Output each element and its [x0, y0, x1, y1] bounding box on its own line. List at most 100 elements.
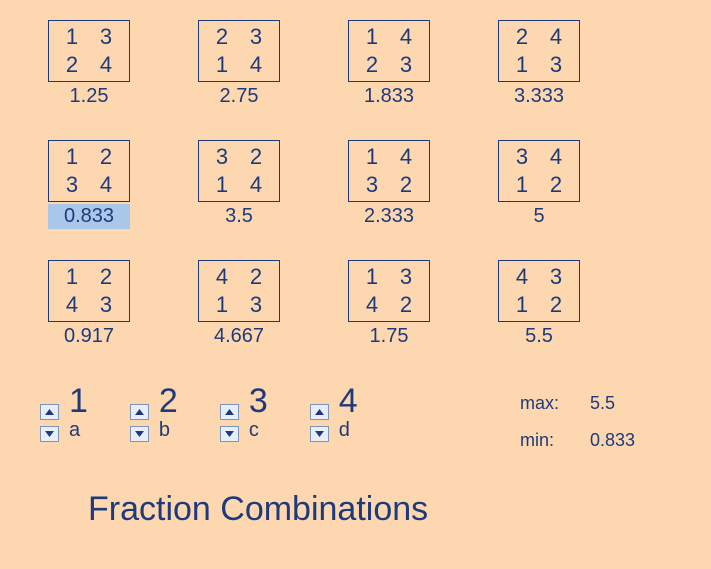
- control-label: d: [339, 419, 350, 442]
- control-value: 3: [249, 385, 268, 417]
- fraction-box: 1234: [48, 140, 130, 202]
- box-digit: 2: [100, 144, 112, 170]
- input-control: 2b: [130, 385, 178, 442]
- box-digit: 3: [100, 292, 112, 318]
- box-digit: 2: [550, 292, 562, 318]
- box-digit: 1: [366, 24, 378, 50]
- box-digit: 3: [400, 52, 412, 78]
- spinner-up-button[interactable]: [40, 404, 59, 420]
- box-digit: 1: [516, 172, 528, 198]
- fraction-box: 1423: [348, 20, 430, 82]
- input-control: 4d: [310, 385, 358, 442]
- spinner: [220, 404, 239, 442]
- box-digit: 3: [250, 24, 262, 50]
- fraction-box: 2314: [198, 20, 280, 82]
- box-digit: 3: [366, 172, 378, 198]
- spinner-up-button[interactable]: [310, 404, 329, 420]
- box-digit: 1: [366, 264, 378, 290]
- spinner-up-button[interactable]: [220, 404, 239, 420]
- box-digit: 1: [66, 144, 78, 170]
- spinner-down-button[interactable]: [310, 426, 329, 442]
- grid-cell: 43125.5: [498, 260, 648, 370]
- box-digit: 2: [400, 172, 412, 198]
- spinner: [40, 404, 59, 442]
- box-digit: 2: [516, 24, 528, 50]
- fraction-box: 1324: [48, 20, 130, 82]
- box-digit: 4: [400, 144, 412, 170]
- box-digit: 4: [250, 52, 262, 78]
- box-digit: 4: [400, 24, 412, 50]
- result-value: 1.833: [348, 84, 430, 109]
- max-value: 5.5: [590, 393, 650, 414]
- box-digit: 4: [550, 144, 562, 170]
- stats-panel: max: 5.5 min: 0.833: [520, 393, 650, 467]
- box-digit: 3: [550, 264, 562, 290]
- grid-cell: 14322.333: [348, 140, 498, 250]
- fraction-box: 1243: [48, 260, 130, 322]
- box-digit: 2: [366, 52, 378, 78]
- input-control: 1a: [40, 385, 88, 442]
- result-value: 4.667: [198, 324, 280, 349]
- result-value: 0.917: [48, 324, 130, 349]
- grid-cell: 13241.25: [48, 20, 198, 130]
- box-digit: 1: [216, 292, 228, 318]
- box-digit: 3: [216, 144, 228, 170]
- result-value: 3.5: [198, 204, 280, 229]
- box-digit: 1: [66, 264, 78, 290]
- result-value: 2.333: [348, 204, 430, 229]
- fraction-box: 4213: [198, 260, 280, 322]
- box-digit: 4: [516, 264, 528, 290]
- grid-cell: 24133.333: [498, 20, 648, 130]
- box-digit: 4: [250, 172, 262, 198]
- grid-cell: 1342 1.75: [348, 260, 498, 370]
- control-label: b: [159, 419, 170, 442]
- box-digit: 2: [216, 24, 228, 50]
- spinner-down-button[interactable]: [220, 426, 239, 442]
- spinner: [310, 404, 329, 442]
- input-control: 3c: [220, 385, 268, 442]
- box-digit: 4: [100, 52, 112, 78]
- box-digit: 4: [550, 24, 562, 50]
- result-value: 1.75: [348, 324, 430, 349]
- grid-cell: 14231.833: [348, 20, 498, 130]
- grid-cell: 42134.667: [198, 260, 348, 370]
- box-digit: 4: [216, 264, 228, 290]
- control-value: 1: [69, 385, 88, 417]
- box-digit: 1: [516, 292, 528, 318]
- fraction-box: 4312: [498, 260, 580, 322]
- box-digit: 3: [66, 172, 78, 198]
- grid-cell: 32143.5: [198, 140, 348, 250]
- fraction-box: 3214: [198, 140, 280, 202]
- box-digit: 2: [250, 144, 262, 170]
- control-label: c: [249, 419, 259, 442]
- page-title: Fraction Combinations: [88, 490, 428, 529]
- box-digit: 2: [100, 264, 112, 290]
- box-digit: 2: [250, 264, 262, 290]
- spinner-down-button[interactable]: [130, 426, 149, 442]
- box-digit: 4: [366, 292, 378, 318]
- fraction-box: 2413: [498, 20, 580, 82]
- grid-cell: 12340.833: [48, 140, 198, 250]
- grid-cell: 34125: [498, 140, 648, 250]
- result-value: 1.25: [48, 84, 130, 109]
- box-digit: 3: [250, 292, 262, 318]
- result-value: 2.75: [198, 84, 280, 109]
- result-value: 5.5: [498, 324, 580, 349]
- box-digit: 4: [100, 172, 112, 198]
- result-value: 3.333: [498, 84, 580, 109]
- spinner: [130, 404, 149, 442]
- max-label: max:: [520, 393, 590, 414]
- box-digit: 2: [66, 52, 78, 78]
- control-label: a: [69, 419, 80, 442]
- box-digit: 2: [400, 292, 412, 318]
- box-digit: 3: [516, 144, 528, 170]
- box-digit: 1: [66, 24, 78, 50]
- spinner-down-button[interactable]: [40, 426, 59, 442]
- box-digit: 3: [100, 24, 112, 50]
- result-value: 5: [498, 204, 580, 229]
- box-digit: 3: [400, 264, 412, 290]
- combination-grid: 13241.2523142.7514231.83324133.33312340.…: [48, 20, 648, 370]
- control-value: 4: [339, 385, 358, 417]
- fraction-box: 3412: [498, 140, 580, 202]
- spinner-up-button[interactable]: [130, 404, 149, 420]
